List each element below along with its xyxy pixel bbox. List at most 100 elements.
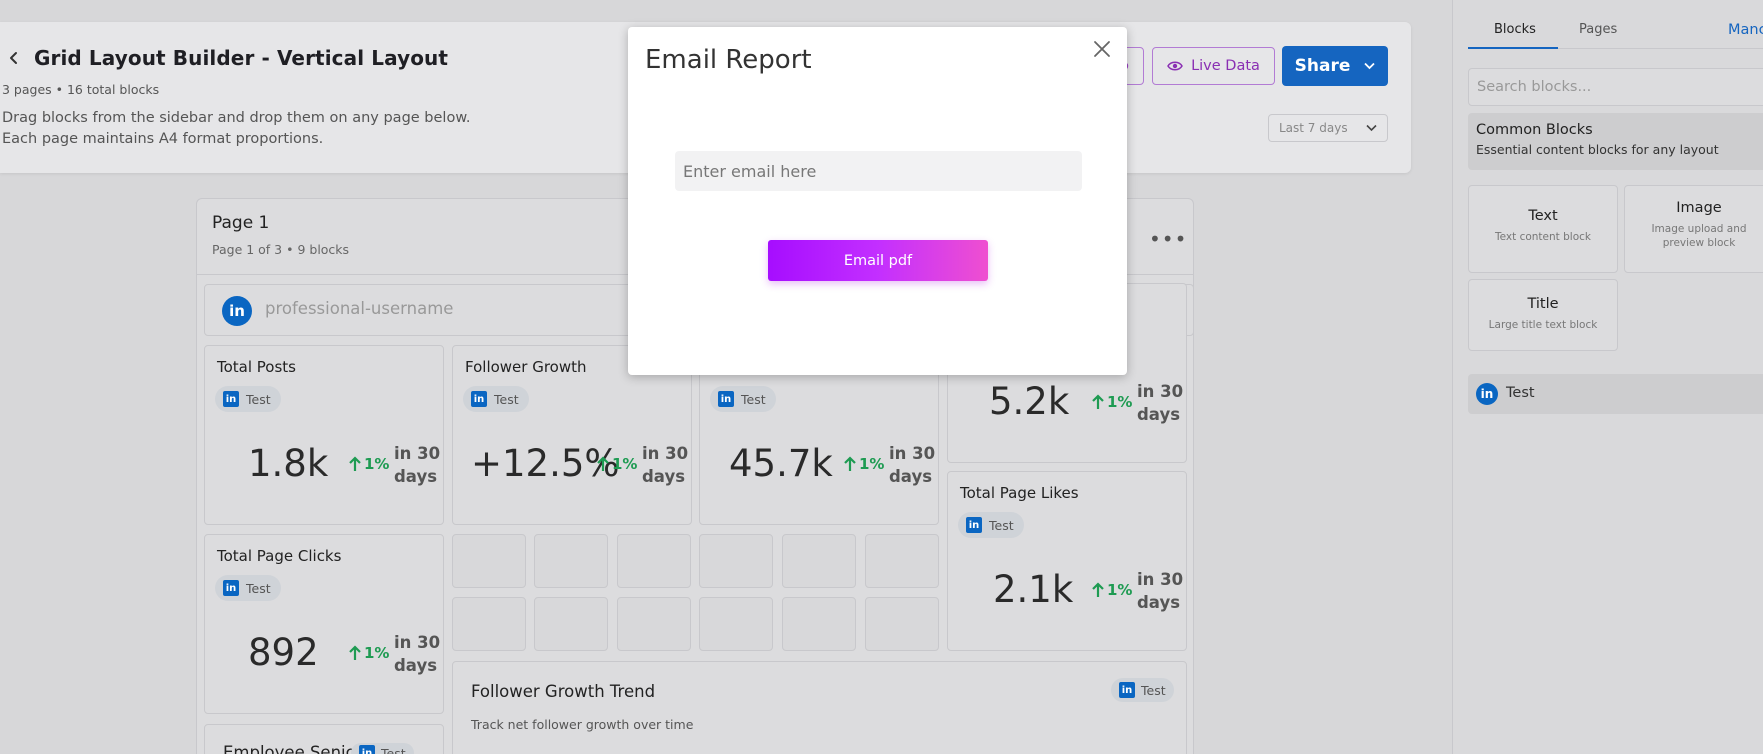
metric-change: 1% <box>1091 581 1132 599</box>
source-tag-label: Test <box>1141 682 1166 698</box>
source-tag: in Test <box>463 386 529 412</box>
grid-drop-cell[interactable] <box>782 534 856 588</box>
document-description: Drag blocks from the sidebar and drop th… <box>2 108 522 150</box>
block-text[interactable]: Text Text content block <box>1468 185 1618 273</box>
close-icon[interactable] <box>1090 37 1114 61</box>
grid-drop-cell[interactable] <box>617 534 691 588</box>
linkedin-icon: in <box>359 745 375 754</box>
employee-card-title: Employee Senior <box>223 743 363 754</box>
section-description: Essential content blocks for any layout <box>1476 142 1719 157</box>
follower-growth-trend-card[interactable]: Follower Growth Trend Track net follower… <box>452 661 1187 754</box>
email-report-modal: Email Report Email pdf <box>628 27 1127 375</box>
date-range-select[interactable]: Last 7 days <box>1268 114 1388 142</box>
metric-period: in 30 days <box>1137 568 1183 614</box>
metric-card-total-posts[interactable]: Total Posts in Test 1.8k 1% in 30 days <box>204 345 444 525</box>
more-options-icon[interactable]: ••• <box>1149 227 1188 251</box>
share-button[interactable]: Share <box>1282 46 1388 86</box>
metric-card-follower-growth[interactable]: Follower Growth in Test +12.5% 1% in 30 … <box>452 345 692 525</box>
modal-title: Email Report <box>645 45 812 75</box>
metric-change: 1% <box>596 455 637 473</box>
grid-drop-cell[interactable] <box>699 597 773 651</box>
period-line-2: days <box>889 467 933 486</box>
source-tag: in Test <box>1111 678 1174 702</box>
grid-drop-cell[interactable] <box>452 597 526 651</box>
source-tag: in Test <box>215 575 281 601</box>
description-line-1: Drag blocks from the sidebar and drop th… <box>2 110 471 126</box>
linkedin-icon: in <box>222 296 252 326</box>
metric-value: 1.8k <box>248 442 329 485</box>
metric-change-value: 1% <box>859 455 885 473</box>
linkedin-icon: in <box>966 517 982 533</box>
live-data-button[interactable]: Live Data <box>1152 47 1275 85</box>
trend-title: Follower Growth Trend <box>471 682 656 701</box>
email-pdf-button[interactable]: Email pdf <box>768 240 988 281</box>
metric-card-total-page-clicks[interactable]: Total Page Clicks in Test 892 1% in 30 d… <box>204 534 444 714</box>
block-image[interactable]: Image Image upload and preview block <box>1624 185 1763 273</box>
period-line-1: in 30 <box>889 444 936 463</box>
metric-change-value: 1% <box>612 455 638 473</box>
tab-active-indicator <box>1468 47 1558 49</box>
metric-card-total-page-likes[interactable]: Total Page Likes in Test 2.1k 1% in 30 d… <box>947 471 1187 651</box>
metric-period: in 30 days <box>642 442 688 488</box>
source-tag-label: Test <box>246 580 271 596</box>
source-tag: in Test <box>710 386 776 412</box>
period-line-2: days <box>394 467 438 486</box>
metric-period: in 30 days <box>889 442 935 488</box>
profile-username: professional-username <box>265 299 454 318</box>
grid-drop-cell[interactable] <box>865 597 939 651</box>
grid-drop-cell[interactable] <box>865 534 939 588</box>
chevron-down-icon <box>1364 62 1375 70</box>
trend-subtitle: Track net follower growth over time <box>471 717 694 732</box>
block-title: Text <box>1528 208 1558 224</box>
page-card-title: Page 1 <box>212 213 270 233</box>
period-line-2: days <box>1137 593 1181 612</box>
back-arrow-icon[interactable] <box>6 50 22 66</box>
tab-pages[interactable]: Pages <box>1579 22 1618 37</box>
grid-drop-cell[interactable] <box>534 597 608 651</box>
tab-manage[interactable]: Manc <box>1728 22 1763 38</box>
linkedin-icon: in <box>1476 383 1498 405</box>
metric-value: +12.5% <box>471 442 620 485</box>
source-tag-label: Test <box>381 745 406 754</box>
metric-card-3[interactable]: in Test 45.7k 1% in 30 days <box>699 345 939 525</box>
arrow-up-icon <box>1092 394 1104 409</box>
metric-change: 1% <box>348 455 389 473</box>
linkedin-icon: in <box>471 391 487 407</box>
period-line-1: in 30 <box>642 444 689 463</box>
grid-drop-cell[interactable] <box>534 534 608 588</box>
metric-period: in 30 days <box>394 442 440 488</box>
metric-change-value: 1% <box>1107 581 1133 599</box>
arrow-up-icon <box>349 645 361 660</box>
period-line-1: in 30 <box>1137 570 1184 589</box>
source-tag: in Test <box>351 743 414 754</box>
common-blocks-section[interactable]: Common Blocks Essential content blocks f… <box>1468 113 1763 170</box>
grid-drop-cell[interactable] <box>452 534 526 588</box>
grid-drop-cell[interactable] <box>782 597 856 651</box>
metric-value: 2.1k <box>993 568 1074 611</box>
section-title: Common Blocks <box>1476 122 1593 138</box>
period-line-1: in 30 <box>394 444 441 463</box>
block-title[interactable]: Title Large title text block <box>1468 279 1618 351</box>
connected-account-item[interactable]: in Test <box>1468 374 1763 414</box>
source-tag-label: Test <box>494 391 519 407</box>
source-tag-label: Test <box>246 391 271 407</box>
date-range-value: Last 7 days <box>1279 121 1348 135</box>
email-input[interactable] <box>675 151 1082 191</box>
grid-drop-cell[interactable] <box>699 534 773 588</box>
metric-change: 1% <box>348 644 389 662</box>
block-title-label: Title <box>1527 296 1559 312</box>
document-meta: 3 pages • 16 total blocks <box>2 82 160 97</box>
search-blocks-input[interactable]: Search blocks... <box>1468 68 1763 106</box>
tab-divider <box>1468 48 1763 49</box>
tab-blocks[interactable]: Blocks <box>1494 22 1536 37</box>
metric-title: Total Page Likes <box>960 484 1079 502</box>
period-line-2: days <box>394 656 438 675</box>
period-line-2: days <box>642 467 686 486</box>
arrow-up-icon <box>349 456 361 471</box>
grid-drop-cell[interactable] <box>617 597 691 651</box>
metric-change-value: 1% <box>364 455 390 473</box>
source-tag: in Test <box>215 386 281 412</box>
employee-senior-card[interactable]: Employee Senior in Test <box>204 724 444 754</box>
page-card-subtitle: Page 1 of 3 • 9 blocks <box>212 242 350 257</box>
source-tag-label: Test <box>741 391 766 407</box>
